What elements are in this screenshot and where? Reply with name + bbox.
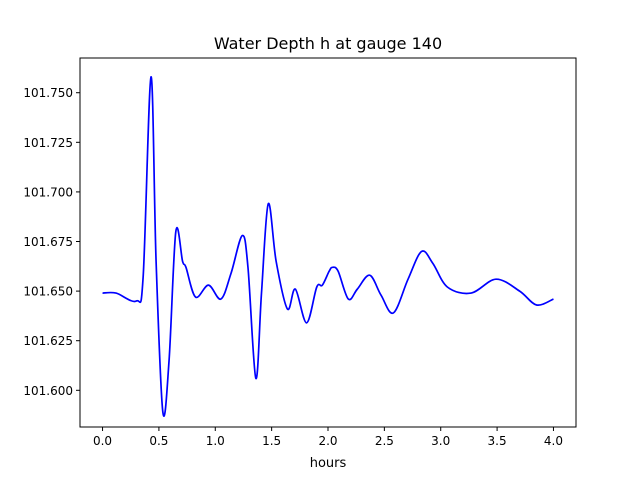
x-tick-label: 4.0	[544, 434, 563, 448]
x-tick-label: 0.0	[93, 434, 112, 448]
x-tick-label: 1.5	[262, 434, 281, 448]
x-tick-label: 3.5	[488, 434, 507, 448]
chart-title: Water Depth h at gauge 140	[214, 34, 442, 53]
y-tick-label: 101.625	[23, 334, 73, 348]
x-tick-label: 3.0	[431, 434, 450, 448]
y-tick-label: 101.675	[23, 235, 73, 249]
x-axis-label: hours	[310, 456, 347, 471]
y-tick-label: 101.600	[23, 384, 73, 398]
y-tick-label: 101.725	[23, 136, 73, 150]
y-tick-label: 101.750	[23, 86, 73, 100]
x-tick-label: 1.0	[206, 434, 225, 448]
y-tick-label: 101.700	[23, 185, 73, 199]
series-line-h	[102, 75, 554, 417]
y-tick-label: 101.650	[23, 285, 73, 299]
x-tick-label: 0.5	[149, 434, 168, 448]
x-tick-label: 2.5	[375, 434, 394, 448]
x-tick-label: 2.0	[318, 434, 337, 448]
